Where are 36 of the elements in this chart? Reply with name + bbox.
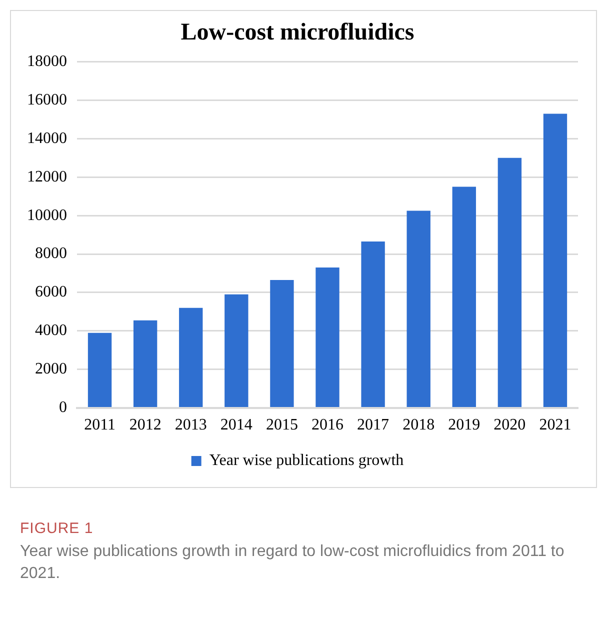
x-tick-label: 2014 [220, 416, 252, 434]
bar [179, 308, 203, 408]
y-tick-label: 18000 [27, 53, 67, 70]
y-tick-label: 12000 [27, 168, 67, 186]
y-tick-label: 14000 [27, 130, 67, 147]
y-tick-label: 16000 [27, 91, 67, 108]
bar [543, 114, 568, 408]
y-tick-label: 6000 [35, 284, 67, 301]
x-tick-label: 2021 [539, 416, 572, 434]
bar [224, 294, 248, 408]
bar [88, 332, 112, 408]
legend-label: Year wise publications growth [209, 452, 404, 470]
bar [452, 186, 476, 408]
x-tick-label: 2011 [84, 416, 116, 434]
bar [498, 158, 522, 408]
x-tick-label: 2017 [357, 416, 390, 434]
y-tick-label: 8000 [35, 245, 67, 262]
x-tick-label: 2018 [402, 416, 435, 434]
bar [133, 320, 158, 408]
caption: FIGURE 1 [20, 520, 94, 537]
bar [316, 267, 340, 408]
y-tick-label: 10000 [27, 206, 67, 224]
x-tick-label: 2019 [448, 416, 480, 434]
x-tick-label: 2016 [312, 416, 344, 434]
bar [270, 280, 294, 408]
x-tick-label: 2015 [266, 416, 298, 434]
y-tick-label: 2000 [35, 360, 67, 378]
y-tick-label: 4000 [35, 322, 67, 340]
text: Year wise publications growth in regard to low-cost microfluidics from 2011 to 2021. [20, 542, 566, 584]
x-tick-label: 2012 [129, 416, 162, 434]
x-tick-label: 2020 [494, 416, 526, 434]
x-tick-label: 2013 [174, 416, 207, 434]
chart-title: Low-cost microfluidics [180, 20, 414, 46]
bar [361, 242, 385, 408]
y-tick-label: 0 [59, 399, 67, 416]
bar [406, 210, 430, 408]
